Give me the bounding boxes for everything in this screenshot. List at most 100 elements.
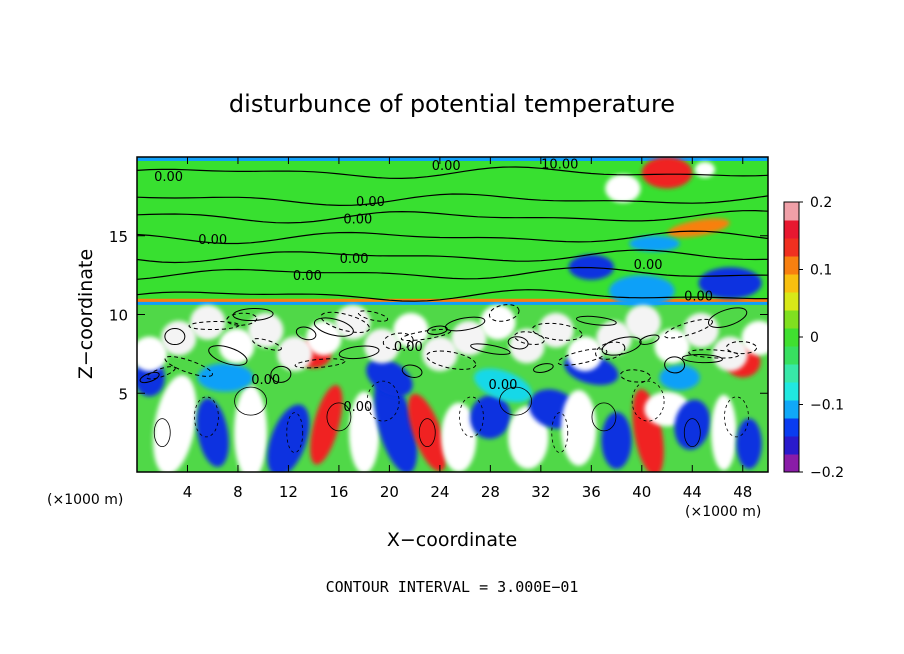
colorbar-tick-label: 0.2	[810, 195, 832, 211]
x-tick-label: 44	[683, 483, 702, 501]
colorbar-segment	[784, 220, 799, 239]
colorbar-segment	[784, 238, 799, 257]
contour-line	[188, 321, 240, 331]
contour-line	[137, 193, 768, 207]
contour-line	[357, 310, 389, 322]
field-patch	[567, 336, 603, 372]
field-patch	[196, 398, 229, 467]
colorbar-segment	[784, 256, 799, 275]
y-tick-label: 5	[118, 385, 128, 403]
contour-line	[286, 412, 304, 454]
contour-label-layer: 0.00 0.00 10.00 0.00 0.00 0.00 0.00 0.00 0.00 0.0…	[154, 157, 713, 415]
contour-line	[499, 386, 532, 416]
contour-line	[557, 348, 608, 366]
colorbar-tick-label: −0.1	[810, 398, 844, 414]
contour-line	[382, 332, 414, 350]
contour-line	[426, 325, 448, 335]
contour-line	[631, 380, 665, 422]
contour-line	[683, 418, 701, 448]
colorbar-tick-label: 0.1	[810, 263, 832, 279]
contour-line	[459, 396, 484, 438]
colorbar-ticks: 0.2 0.1 0 −0.1 −0.2	[799, 195, 844, 481]
contour-line	[252, 338, 282, 351]
y-axis-label: Z−coordinate	[75, 249, 97, 379]
x-tick-label: 36	[582, 483, 601, 501]
contour-line	[326, 402, 352, 432]
field-patch	[480, 305, 516, 340]
contour-interval-note: CONTOUR INTERVAL = 3.000E−01	[326, 578, 579, 596]
field-patch	[190, 305, 226, 340]
colorbar-segment	[784, 328, 799, 347]
x-unit-label: (×1000 m)	[685, 504, 761, 520]
contour-line	[575, 315, 617, 326]
contour-line	[591, 402, 617, 432]
field-patch	[364, 328, 400, 364]
colorbar-segment	[784, 346, 799, 365]
x-tick-label: 28	[481, 483, 500, 501]
contour-line	[531, 322, 583, 341]
colorbar-segment	[784, 310, 799, 329]
x-tick-label: 12	[279, 483, 298, 501]
field-patch	[605, 174, 641, 203]
field-patch	[153, 374, 197, 472]
contour-label: 0.00	[343, 212, 372, 227]
field-patch	[538, 312, 574, 348]
x-tick-label: 16	[329, 483, 348, 501]
contour-line	[137, 209, 768, 224]
contour-line	[137, 266, 768, 280]
field-patch	[561, 390, 597, 466]
y-axis: 5 10 15	[109, 228, 768, 403]
colorbar-segment	[784, 292, 799, 311]
x-tick-label: 48	[733, 483, 752, 501]
field-patch	[234, 385, 267, 472]
plot-area: 0.00 0.00 10.00 0.00 0.00 0.00 0.00 0.00 0.00 0.0…	[109, 156, 769, 501]
x-axis: 4 8 12 16 20 24 28 32 36 40 44 48	[183, 157, 752, 501]
contour-label: 0.00	[343, 400, 372, 415]
contour-line	[514, 331, 545, 345]
field-patch	[694, 161, 715, 178]
contour-label: 0.00	[489, 378, 518, 393]
x-tick-label: 24	[430, 483, 449, 501]
colorbar-segment	[784, 382, 799, 401]
field-patch	[625, 305, 661, 340]
field-patch	[641, 157, 693, 189]
contour-label: 0.00	[432, 159, 461, 174]
colorbar-segment	[784, 454, 799, 473]
contour-line	[139, 371, 160, 384]
colorbar-segment	[784, 202, 799, 221]
field-patch	[441, 402, 477, 472]
contour-label: 0.00	[154, 170, 183, 185]
field-patch	[408, 393, 447, 472]
y-tick-label: 15	[109, 228, 128, 246]
colorbar-segment	[784, 364, 799, 383]
field-patch	[712, 336, 748, 372]
contour-line	[137, 249, 768, 264]
x-tick-label: 40	[632, 483, 651, 501]
field-patch	[608, 275, 675, 307]
field-patch	[306, 320, 342, 356]
contour-line	[137, 289, 768, 302]
contour-line	[232, 307, 274, 322]
contour-line	[707, 307, 748, 328]
contour-line	[164, 356, 213, 377]
field-patch	[422, 336, 458, 372]
x-tick-label: 20	[380, 483, 399, 501]
x-tick-label: 4	[183, 483, 193, 501]
contour-line	[724, 396, 749, 438]
contour-line	[294, 358, 346, 369]
field-patch	[366, 358, 413, 397]
contour-line	[595, 341, 626, 360]
field-inversion-stripe	[137, 298, 768, 303]
contour-line	[725, 341, 757, 355]
field-patch	[310, 385, 343, 465]
contour-line	[601, 336, 642, 356]
colorbar-tick-label: −0.2	[810, 465, 844, 481]
contour-label: 0.00	[251, 373, 280, 388]
colorbar-segment	[784, 400, 799, 419]
field-patch	[374, 375, 418, 472]
contour-line	[208, 345, 248, 366]
contour-line	[401, 364, 423, 378]
contour-label: 0.00	[356, 195, 385, 210]
colorbar-segment	[784, 418, 799, 437]
